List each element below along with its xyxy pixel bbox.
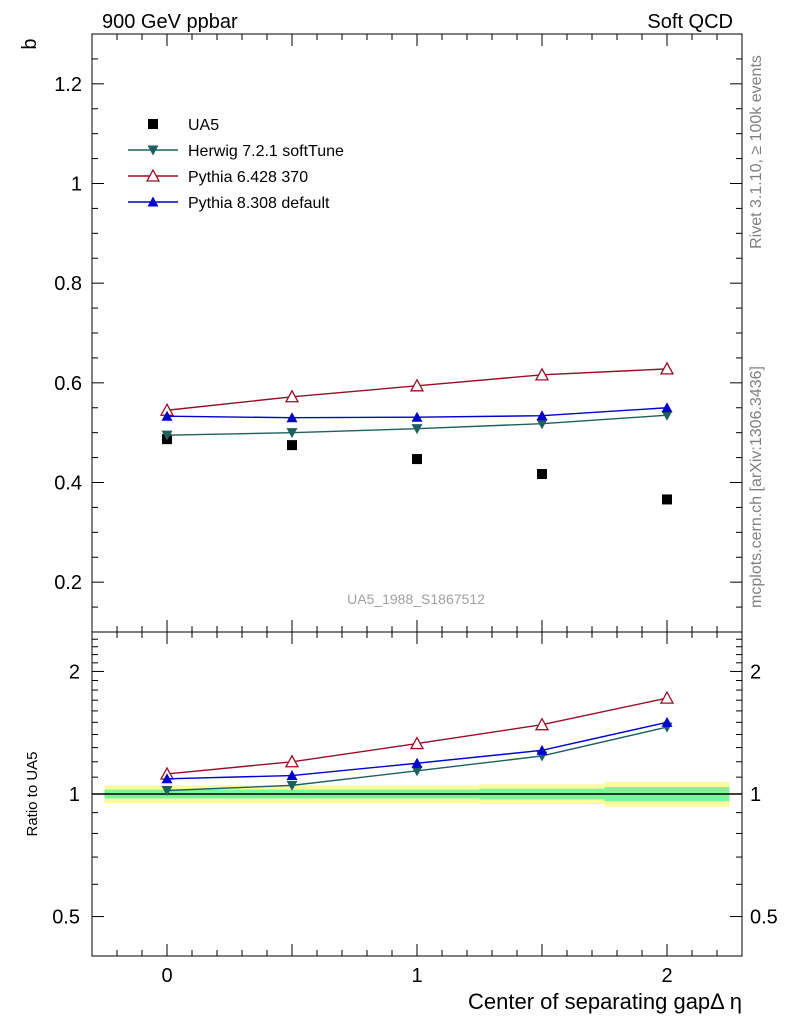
ratio-point-pythia-6-428-370 <box>409 736 425 750</box>
ratio-point-pythia-8-308-default <box>411 757 423 768</box>
ratio-point-pythia-8-308-default <box>661 716 673 727</box>
legend-label-pythia-8-308-default: Pythia 8.308 default <box>188 195 330 212</box>
ratio-point-herwig-7-2-1-softtune <box>286 780 298 791</box>
legend-label-herwig-7-2-1-softtune: Herwig 7.2.1 softTune <box>188 143 344 160</box>
ratio-ylabel: Ratio to UA5 <box>24 751 41 836</box>
point-pythia-8-308-default <box>286 412 298 423</box>
ratio-uncertainty-band <box>92 782 742 807</box>
legend-marker-ua5 <box>148 119 158 129</box>
point-herwig-7-2-1-softtune <box>411 424 423 435</box>
header-left-title: 900 GeV ppbar <box>102 11 238 33</box>
ratio-y-tick-label-right: 0.5 <box>750 907 778 929</box>
point-pythia-6-428-370 <box>409 378 425 392</box>
watermark-rivet: Rivet 3.1.10, ≥ 100k events <box>748 55 765 249</box>
ratio-y-tick-label-right: 2 <box>750 661 761 683</box>
ratio-y-tick-label-right: 1 <box>750 784 761 806</box>
ratio-y-tick-label-left: 2 <box>69 661 80 683</box>
point-ua5 <box>412 454 422 465</box>
point-pythia-8-308-default <box>536 410 548 421</box>
ratio-y-tick-label-left: 1 <box>69 784 80 806</box>
point-pythia-8-308-default <box>661 402 673 413</box>
legend: UA5 Herwig 7.2.1 softTune Pythia 6.428 370… <box>128 117 344 212</box>
ratio-point-herwig-7-2-1-softtune <box>411 766 423 777</box>
ratio-point-pythia-8-308-default <box>536 744 548 755</box>
point-pythia-6-428-370 <box>659 361 675 375</box>
x-tick-label: 1 <box>411 965 422 987</box>
ratio-point-pythia-8-308-default <box>161 773 173 784</box>
legend-label-pythia-6-428-370: Pythia 6.428 370 <box>188 169 308 186</box>
x-axis-label: Center of separating gapΔ η <box>468 989 742 1014</box>
ratio-point-pythia-6-428-370 <box>534 717 550 731</box>
legend-marker-herwig-7-2-1-softtune <box>147 145 159 156</box>
point-ua5 <box>287 440 297 451</box>
y-tick-label: 0.2 <box>54 572 82 594</box>
point-herwig-7-2-1-softtune <box>661 410 673 421</box>
point-herwig-7-2-1-softtune <box>161 430 173 441</box>
y-tick-label: 0.6 <box>54 373 82 395</box>
analysis-id: UA5_1988_S1867512 <box>347 591 485 607</box>
y-tick-label: 0.4 <box>54 473 82 495</box>
legend-marker-pythia-6-428-370 <box>145 168 161 182</box>
x-tick-label: 0 <box>161 965 172 987</box>
point-pythia-6-428-370 <box>284 389 300 403</box>
point-pythia-6-428-370 <box>534 367 550 381</box>
y-tick-label: 1 <box>71 174 82 196</box>
ratio-point-pythia-8-308-default <box>286 770 298 781</box>
point-herwig-7-2-1-softtune <box>536 419 548 430</box>
point-pythia-8-308-default <box>411 411 423 422</box>
ratio-plot-area: 0 1 2 0.5 0.5 1 1 2 2 <box>52 631 778 987</box>
watermark-mcplots: mcplots.cern.ch [arXiv:1306.3436] <box>748 366 765 608</box>
x-tick-label: 2 <box>661 965 672 987</box>
point-herwig-7-2-1-softtune <box>286 428 298 439</box>
point-ua5 <box>662 494 672 505</box>
ratio-point-herwig-7-2-1-softtune <box>161 785 173 796</box>
main-plot-area: 0.2 0.4 0.6 0.8 1 1.2 <box>54 33 743 633</box>
ratio-y-tick-label-left: 0.5 <box>52 907 80 929</box>
ratio-point-pythia-6-428-370 <box>284 754 300 768</box>
y-tick-label: 0.8 <box>54 273 82 295</box>
point-pythia-8-308-default <box>161 410 173 421</box>
ratio-point-pythia-6-428-370 <box>659 690 675 704</box>
legend-label-ua5: UA5 <box>188 117 219 134</box>
main-ylabel: b <box>19 38 41 49</box>
legend-marker-pythia-8-308-default <box>147 196 159 207</box>
header-right-title: Soft QCD <box>647 11 733 33</box>
y-tick-label: 1.2 <box>54 74 82 96</box>
point-ua5 <box>537 469 547 480</box>
